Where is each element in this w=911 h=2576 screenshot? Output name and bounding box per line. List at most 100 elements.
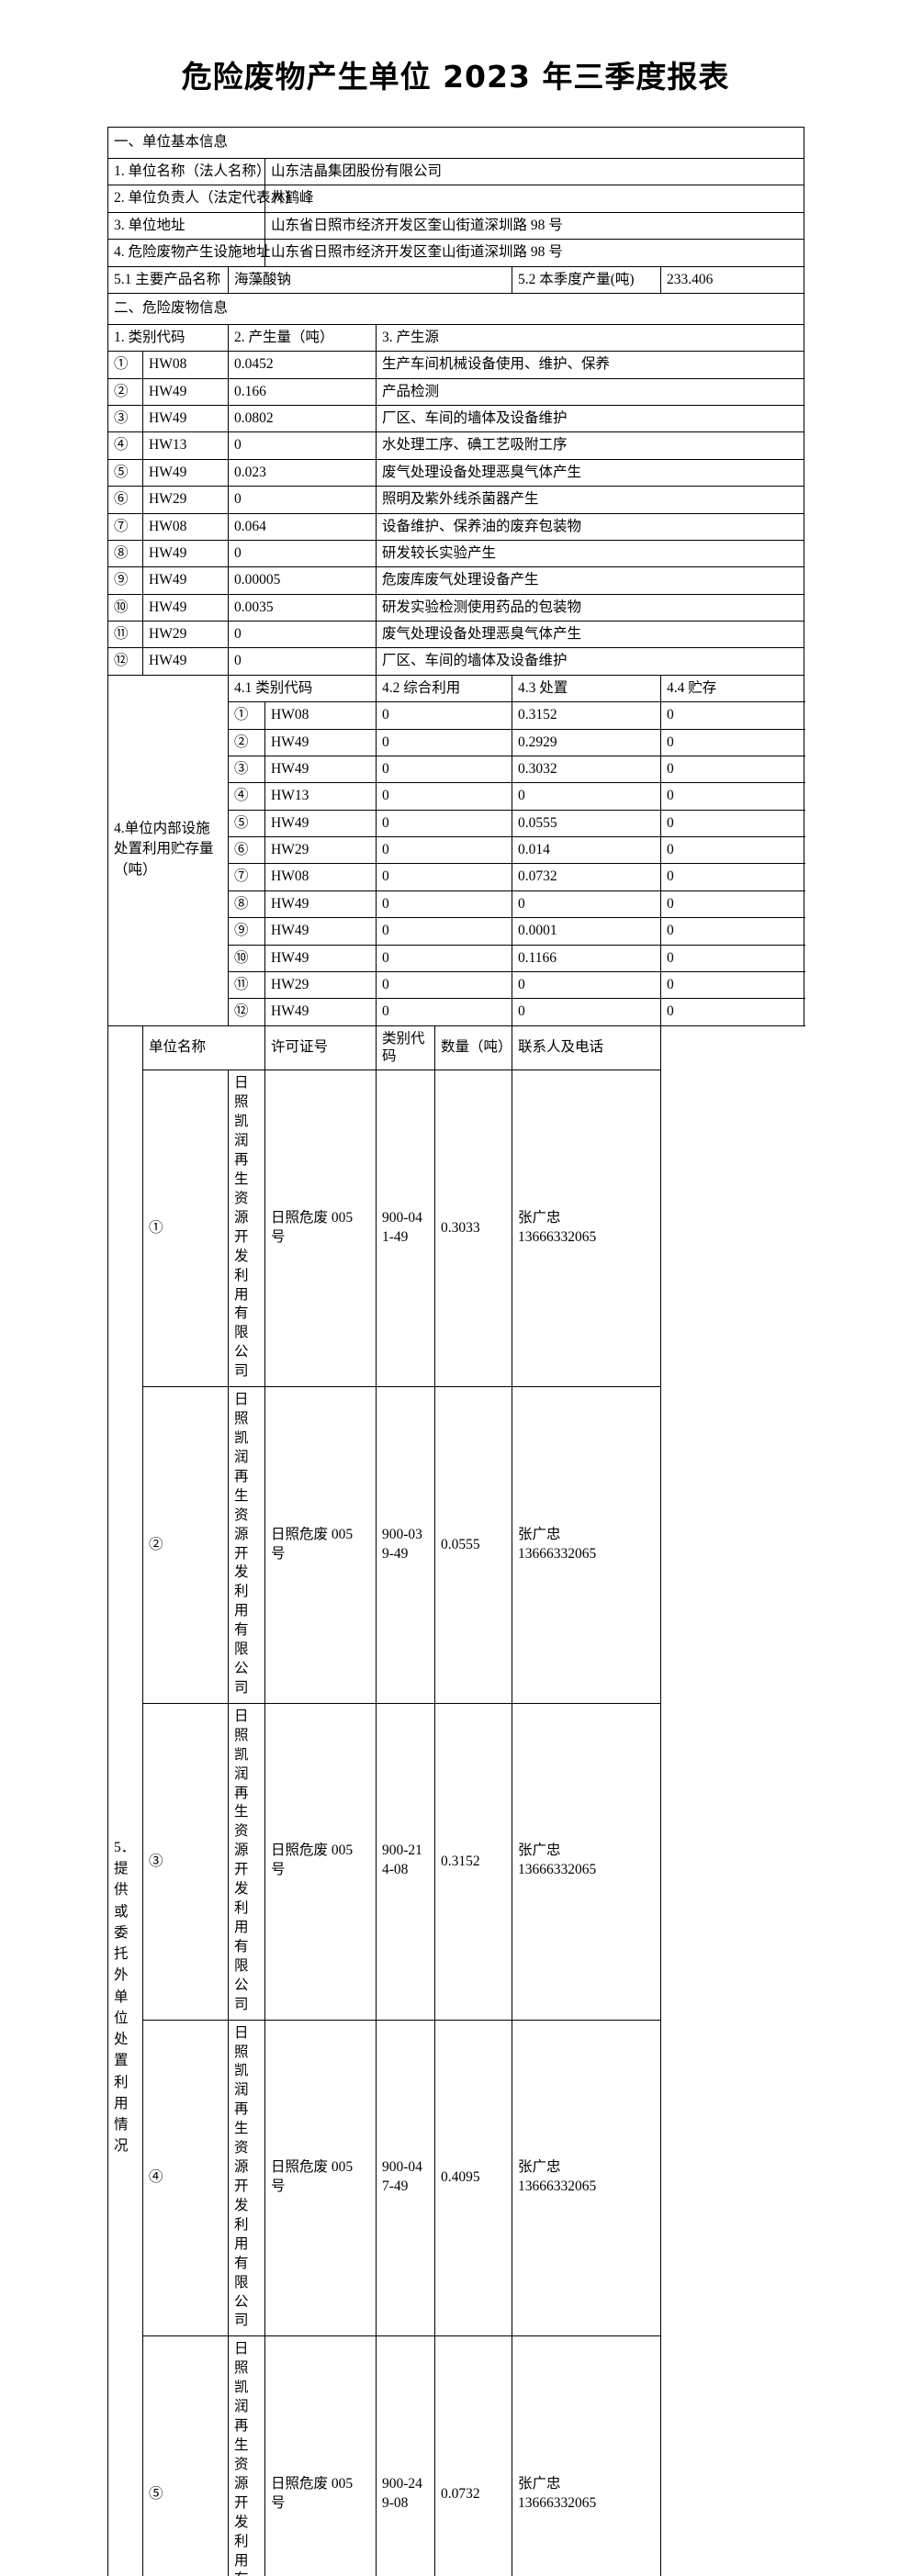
waste-code: HW08	[264, 863, 377, 891]
license-number: 日照危废 005 号	[264, 2019, 377, 2337]
col-s4-disposal: 4.3 处置	[512, 674, 661, 703]
col-s5-quantity: 数量（吨）	[434, 1025, 512, 1071]
transferred-quantity: 0.0732	[434, 2335, 512, 2576]
waste-code: 900-214-08	[376, 1702, 435, 2021]
contact-name: 张广忠	[518, 1526, 561, 1542]
table-row: 1. 单位名称（法人名称） 山东洁晶集团股份有限公司	[107, 157, 805, 186]
waste-code: HW49	[264, 917, 377, 946]
row-index: ②	[228, 728, 265, 756]
col-s5-contact: 联系人及电话	[512, 1025, 661, 1071]
row-index: ①	[228, 701, 265, 730]
contact-phone: 13666332065	[518, 2178, 597, 2194]
table-row: ③ HW49 0 0.3032 0	[108, 755, 805, 784]
utilization-amount: 0	[376, 701, 512, 730]
table-row: ② 日照凯润再生资源开发利用有限公司 日照危废 005 号 900-039-49…	[108, 1386, 804, 1704]
row-index: ⑫	[107, 647, 143, 676]
storage-amount: 0	[659, 809, 805, 838]
row-index: ②	[107, 377, 143, 407]
waste-source: 危废库废气处理设备产生	[375, 566, 805, 595]
disposal-amount: 0.014	[512, 835, 661, 865]
unit-name-label: 1. 单位名称（法人名称）	[107, 157, 271, 186]
utilization-amount: 0	[376, 970, 512, 1000]
disposal-unit-name: 日照凯润再生资源开发利用有限公司	[228, 2335, 265, 2576]
row-index: ⑪	[107, 620, 143, 649]
table-row: ③ HW49 0.0802 厂区、车间的墙体及设备维护	[107, 404, 805, 433]
table-row: 4. 危险废物产生设施地址 山东省日照市经济开发区奎山街道深圳路 98 号	[107, 239, 805, 267]
utilization-amount: 0	[376, 917, 512, 946]
waste-code: HW08	[142, 512, 229, 541]
row-index: ⑩	[228, 944, 265, 972]
quarter-output-label: 5.2 本季度产量(吨)	[512, 265, 661, 294]
table-row: ④ 日照凯润再生资源开发利用有限公司 日照危废 005 号 900-047-49…	[108, 2019, 804, 2337]
transferred-quantity: 0.3152	[434, 1702, 512, 2021]
contact-name: 张广忠	[518, 1209, 561, 1226]
waste-amount: 0	[228, 431, 377, 460]
contact-phone: 13666332065	[518, 1545, 597, 1562]
table-row: ① HW08 0.0452 生产车间机械设备使用、维护、保养	[107, 351, 805, 379]
disposal-amount: 0.1166	[512, 944, 661, 972]
table-row: ⑧ HW49 0 研发较长实验产生	[107, 539, 805, 568]
waste-amount: 0.0452	[228, 351, 377, 379]
contact-name: 张广忠	[518, 2475, 561, 2492]
table-row: ③ 日照凯润再生资源开发利用有限公司 日照危废 005 号 900-214-08…	[108, 1702, 804, 2021]
table-row: ⑤ 日照凯润再生资源开发利用有限公司 日照危废 005 号 900-249-08…	[108, 2335, 804, 2576]
waste-amount: 0.00005	[228, 566, 377, 595]
disposal-amount: 0.0555	[512, 809, 661, 838]
waste-source: 水处理工序、碘工艺吸附工序	[375, 431, 805, 460]
table-row: ⑧ HW49 0 0 0	[108, 890, 805, 919]
waste-source: 研发实验检测使用药品的包装物	[375, 593, 805, 622]
contact-name: 张广忠	[518, 2159, 561, 2176]
waste-code: HW49	[264, 890, 377, 919]
disposal-unit-name: 日照凯润再生资源开发利用有限公司	[228, 1702, 265, 2021]
col-generated-amount: 2. 产生量（吨）	[228, 323, 377, 353]
waste-code: HW49	[142, 539, 229, 568]
row-index: ⑪	[228, 970, 265, 1000]
contact-person: 张广忠 13666332065	[512, 1386, 661, 1704]
table-row: ① 日照凯润再生资源开发利用有限公司 日照危废 005 号 900-041-49…	[108, 1070, 804, 1388]
waste-code: HW49	[264, 755, 377, 784]
table-row: ⑪ HW29 0 废气处理设备处理恶臭气体产生	[107, 620, 805, 649]
table-row: 3. 单位地址 山东省日照市经济开发区奎山街道深圳路 98 号	[107, 211, 805, 241]
table-row: ⑥ HW29 0 照明及紫外线杀菌器产生	[107, 486, 805, 514]
row-index: ③	[228, 755, 265, 784]
utilization-amount: 0	[376, 863, 512, 891]
storage-amount: 0	[659, 944, 805, 972]
utilization-amount: 0	[376, 944, 512, 972]
waste-code: HW49	[142, 404, 229, 433]
waste-source: 设备维护、保养油的废弃包装物	[375, 512, 805, 541]
waste-amount: 0	[228, 539, 377, 568]
table-row: ⑪ HW29 0 0 0	[108, 970, 805, 1000]
waste-code: 900-041-49	[376, 1070, 435, 1388]
table-row: ⑤ HW49 0.023 废气处理设备处理恶臭气体产生	[107, 458, 805, 487]
license-number: 日照危废 005 号	[264, 1070, 377, 1388]
facility-address-label: 4. 危险废物产生设施地址	[107, 239, 271, 267]
waste-source: 厂区、车间的墙体及设备维护	[375, 404, 805, 433]
main-product-label: 5.1 主要产品名称	[107, 265, 229, 294]
col-category-code: 1. 类别代码	[107, 323, 229, 353]
waste-code: HW08	[142, 351, 229, 379]
disposal-amount: 0	[512, 970, 661, 1000]
contact-name: 张广忠	[518, 1842, 561, 1859]
facility-address-value: 山东省日照市经济开发区奎山街道深圳路 98 号	[264, 239, 805, 267]
waste-amount: 0	[228, 620, 377, 649]
table-row: ② HW49 0.166 产品检测	[107, 377, 805, 407]
table-row: ⑫ HW49 0 0 0	[108, 998, 805, 1026]
waste-code: HW13	[142, 431, 229, 460]
section2-header-row: 1. 类别代码 2. 产生量（吨） 3. 产生源	[107, 323, 805, 353]
utilization-amount: 0	[376, 809, 512, 838]
storage-amount: 0	[659, 782, 805, 811]
storage-amount: 0	[659, 890, 805, 919]
row-index: ⑫	[228, 998, 265, 1026]
row-index: ①	[107, 351, 143, 379]
storage-amount: 0	[659, 917, 805, 946]
section4-header-row: 4.单位内部设施处置利用贮存量（吨） 4.1 类别代码 4.2 综合利用 4.3…	[107, 674, 805, 1026]
disposal-amount: 0	[512, 782, 661, 811]
waste-code: HW49	[264, 998, 377, 1026]
section1-heading-row: 一、单位基本信息	[107, 127, 805, 159]
row-index: ④	[107, 431, 143, 460]
waste-code: HW49	[142, 458, 229, 487]
col-s5-license: 许可证号	[264, 1025, 377, 1071]
waste-source: 生产车间机械设备使用、维护、保养	[375, 351, 805, 379]
col-generation-source: 3. 产生源	[375, 323, 805, 353]
row-index: ⑤	[142, 2335, 229, 2576]
